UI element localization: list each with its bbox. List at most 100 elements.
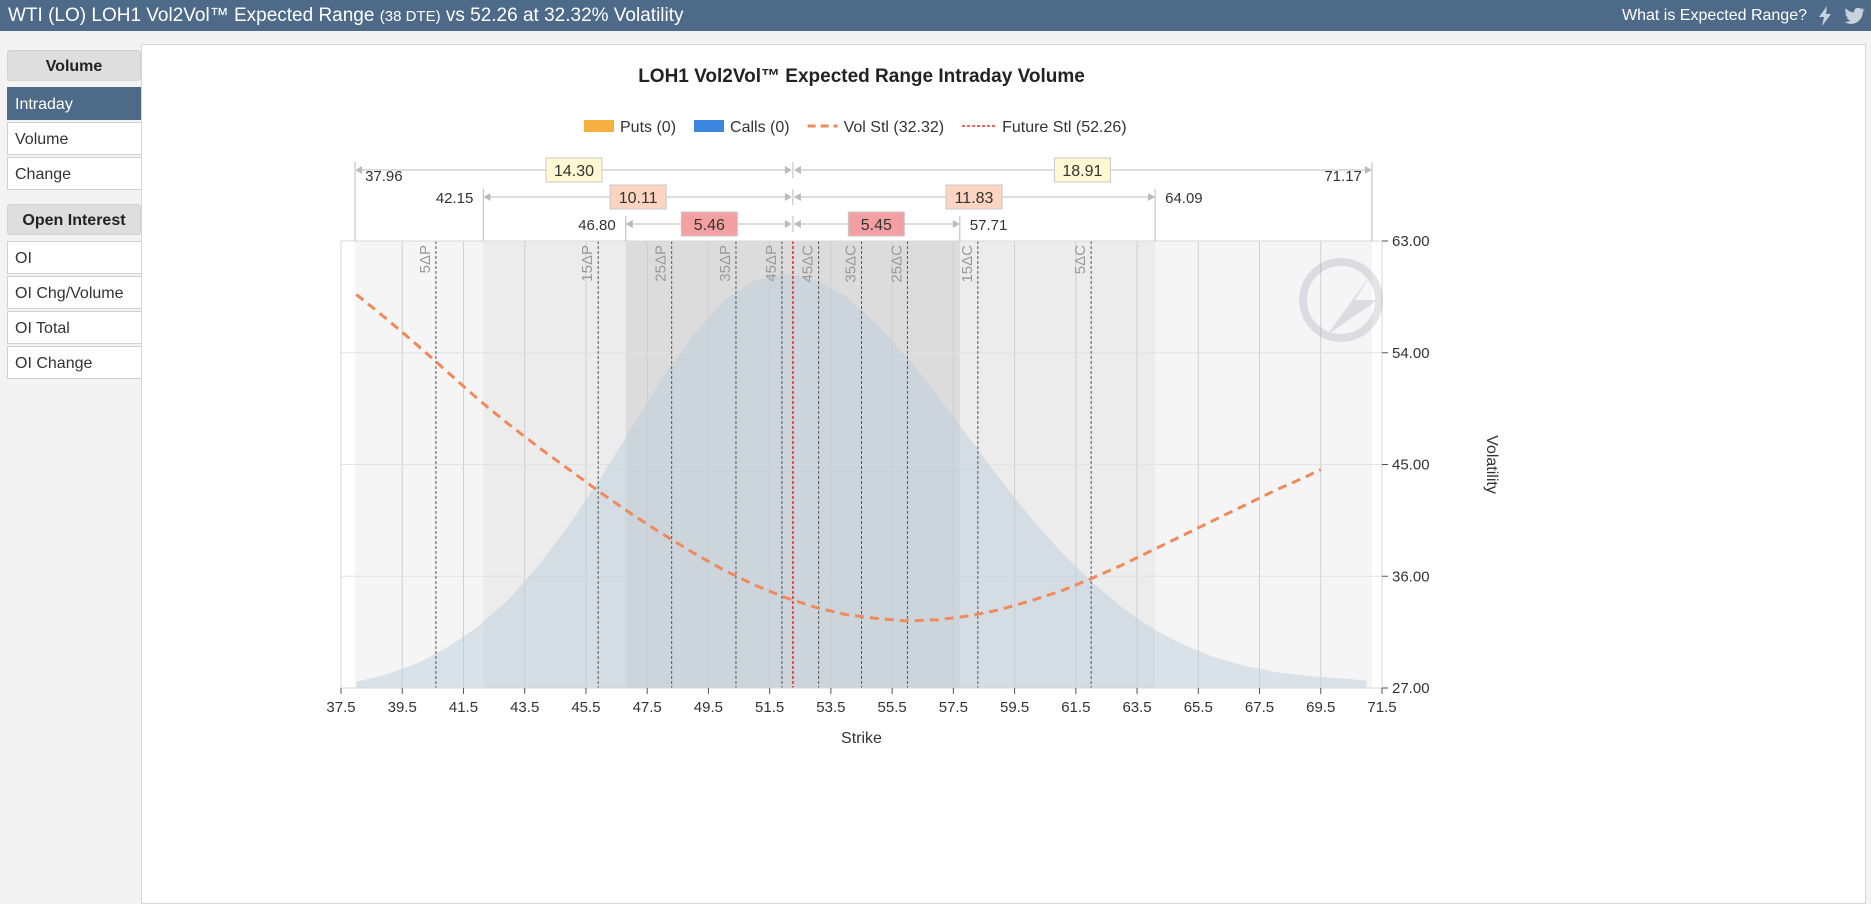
x-tick-label: 53.5 bbox=[816, 699, 845, 716]
x-tick-label: 39.5 bbox=[388, 699, 417, 716]
delta-label: 35ΔC bbox=[843, 245, 860, 283]
title-main: WTI (LO) LOH1 Vol2Vol™ Expected Range bbox=[8, 4, 375, 26]
legend-swatch bbox=[584, 120, 614, 132]
delta-label: 25ΔC bbox=[888, 245, 905, 283]
x-tick-label: 63.5 bbox=[1122, 699, 1151, 716]
legend-label: Vol Stl (32.32) bbox=[844, 119, 945, 136]
title-dte: (38 DTE) bbox=[379, 7, 441, 25]
x-tick-label: 47.5 bbox=[633, 699, 662, 716]
range-width-box-high bbox=[945, 184, 1003, 210]
sidebar-header-open-interest: Open Interest bbox=[7, 204, 141, 235]
range-width-low: 14.30 bbox=[554, 163, 594, 180]
range-low-label: 37.96 bbox=[365, 168, 403, 185]
legend-item-1: Calls (0) bbox=[694, 119, 790, 136]
sidebar-item-oi-change[interactable]: OI Change bbox=[7, 346, 141, 379]
x-tick-label: 51.5 bbox=[755, 699, 784, 716]
legend-label: Calls (0) bbox=[730, 119, 790, 136]
page-title: WTI (LO) LOH1 Vol2Vol™ Expected Range (3… bbox=[8, 5, 684, 27]
y-tick-label: 54.00 bbox=[1392, 345, 1430, 362]
watermark-ring bbox=[1299, 258, 1383, 342]
arrow-head bbox=[1364, 166, 1372, 174]
arrow-head bbox=[1148, 193, 1156, 201]
x-tick-label: 69.5 bbox=[1306, 699, 1335, 716]
range-width-box-high bbox=[1053, 157, 1111, 183]
x-tick-label: 49.5 bbox=[694, 699, 723, 716]
help-link[interactable]: What is Expected Range? bbox=[1622, 6, 1807, 24]
probability-distribution-area bbox=[356, 273, 1367, 688]
vol-settle-curve bbox=[355, 293, 1322, 623]
legend-swatch bbox=[694, 120, 725, 132]
delta-label: 45ΔC bbox=[800, 245, 817, 283]
arrow-head bbox=[355, 166, 363, 174]
range-width-box-low bbox=[609, 184, 667, 210]
range-low-label: 42.15 bbox=[436, 190, 474, 207]
arrow-head bbox=[784, 220, 792, 228]
arrow-head bbox=[793, 193, 801, 201]
arrow-head bbox=[784, 166, 792, 174]
range-width-box-low bbox=[680, 211, 738, 237]
sidebar-header-volume: Volume bbox=[7, 50, 141, 81]
sidebar-item-intraday[interactable]: Intraday bbox=[7, 87, 141, 120]
range-low-label: 46.80 bbox=[578, 217, 616, 234]
range-high-label: 64.09 bbox=[1165, 190, 1203, 207]
legend-label: Puts (0) bbox=[620, 119, 676, 136]
header-bar: WTI (LO) LOH1 Vol2Vol™ Expected Range (3… bbox=[0, 0, 1871, 31]
sidebar-item-change[interactable]: Change bbox=[7, 157, 141, 190]
legend-item-2: Vol Stl (32.32) bbox=[807, 119, 945, 136]
x-tick-label: 37.5 bbox=[326, 699, 355, 716]
expected-range-chart: LOH1 Vol2Vol™ Expected Range Intraday Vo… bbox=[326, 66, 1500, 747]
range-width-high: 5.45 bbox=[861, 217, 892, 234]
expected-range-row-0: 14.30 18.91 37.96 71.17 bbox=[354, 157, 1373, 241]
arrow-head bbox=[793, 220, 801, 228]
y-tick-label: 45.00 bbox=[1392, 457, 1430, 474]
x-tick-label: 59.5 bbox=[1000, 699, 1029, 716]
range-width-box-low bbox=[545, 157, 603, 183]
delta-label: 5ΔP bbox=[417, 245, 434, 273]
sidebar-item-volume[interactable]: Volume bbox=[7, 122, 141, 155]
sidebar: Volume Intraday Volume Change Open Inter… bbox=[7, 50, 141, 381]
range-width-high: 18.91 bbox=[1062, 163, 1102, 180]
delta-label: 15ΔC bbox=[959, 245, 976, 283]
delta-label: 5ΔC bbox=[1072, 245, 1089, 274]
legend-label: Future Stl (52.26) bbox=[1002, 119, 1127, 136]
x-tick-label: 43.5 bbox=[510, 699, 539, 716]
arrow-head bbox=[625, 220, 633, 228]
arrow-head bbox=[952, 220, 960, 228]
range-width-low: 10.11 bbox=[619, 190, 658, 207]
x-tick-label: 65.5 bbox=[1184, 699, 1213, 716]
arrow-head bbox=[483, 193, 491, 201]
x-tick-label: 57.5 bbox=[939, 699, 968, 716]
delta-label: 45ΔP bbox=[763, 245, 780, 282]
range-width-high: 11.83 bbox=[955, 190, 994, 207]
expected-range-row-2: 5.46 5.45 46.80 57.71 bbox=[578, 211, 1008, 241]
range-high-label: 71.17 bbox=[1324, 168, 1362, 185]
delta-label: 25ΔP bbox=[653, 245, 670, 282]
arrow-head bbox=[793, 166, 801, 174]
x-tick-label: 61.5 bbox=[1061, 699, 1090, 716]
watermark-logo bbox=[1299, 258, 1383, 345]
sidebar-item-oi[interactable]: OI bbox=[7, 241, 141, 274]
range-width-box-high bbox=[847, 211, 905, 237]
arrow-head bbox=[784, 193, 792, 201]
delta-label: 15ΔP bbox=[579, 245, 596, 282]
x-axis-label: Strike bbox=[841, 730, 882, 747]
twitter-icon[interactable] bbox=[1843, 5, 1865, 27]
legend-item-0: Puts (0) bbox=[584, 119, 676, 136]
y-tick-label: 27.00 bbox=[1392, 680, 1430, 697]
chart-panel: LOH1 Vol2Vol™ Expected Range Intraday Vo… bbox=[141, 44, 1866, 904]
x-tick-label: 41.5 bbox=[449, 699, 478, 716]
x-tick-label: 45.5 bbox=[571, 699, 600, 716]
delta-label: 35ΔP bbox=[717, 245, 734, 282]
x-tick-label: 67.5 bbox=[1245, 699, 1274, 716]
chart-title: LOH1 Vol2Vol™ Expected Range Intraday Vo… bbox=[638, 66, 1085, 87]
range-high-label: 57.71 bbox=[970, 217, 1008, 234]
legend-item-3: Future Stl (52.26) bbox=[962, 119, 1127, 136]
y-tick-label: 36.00 bbox=[1392, 568, 1430, 585]
sidebar-item-oi-total[interactable]: OI Total bbox=[7, 311, 141, 344]
lightning-icon[interactable] bbox=[1815, 5, 1835, 27]
range-width-low: 5.46 bbox=[694, 217, 725, 234]
sidebar-item-oi-chg-volume[interactable]: OI Chg/Volume bbox=[7, 276, 141, 309]
y-axis-label: Volatility bbox=[1483, 435, 1500, 494]
title-tail: vs 52.26 at 32.32% Volatility bbox=[445, 4, 684, 26]
x-tick-label: 55.5 bbox=[878, 699, 907, 716]
